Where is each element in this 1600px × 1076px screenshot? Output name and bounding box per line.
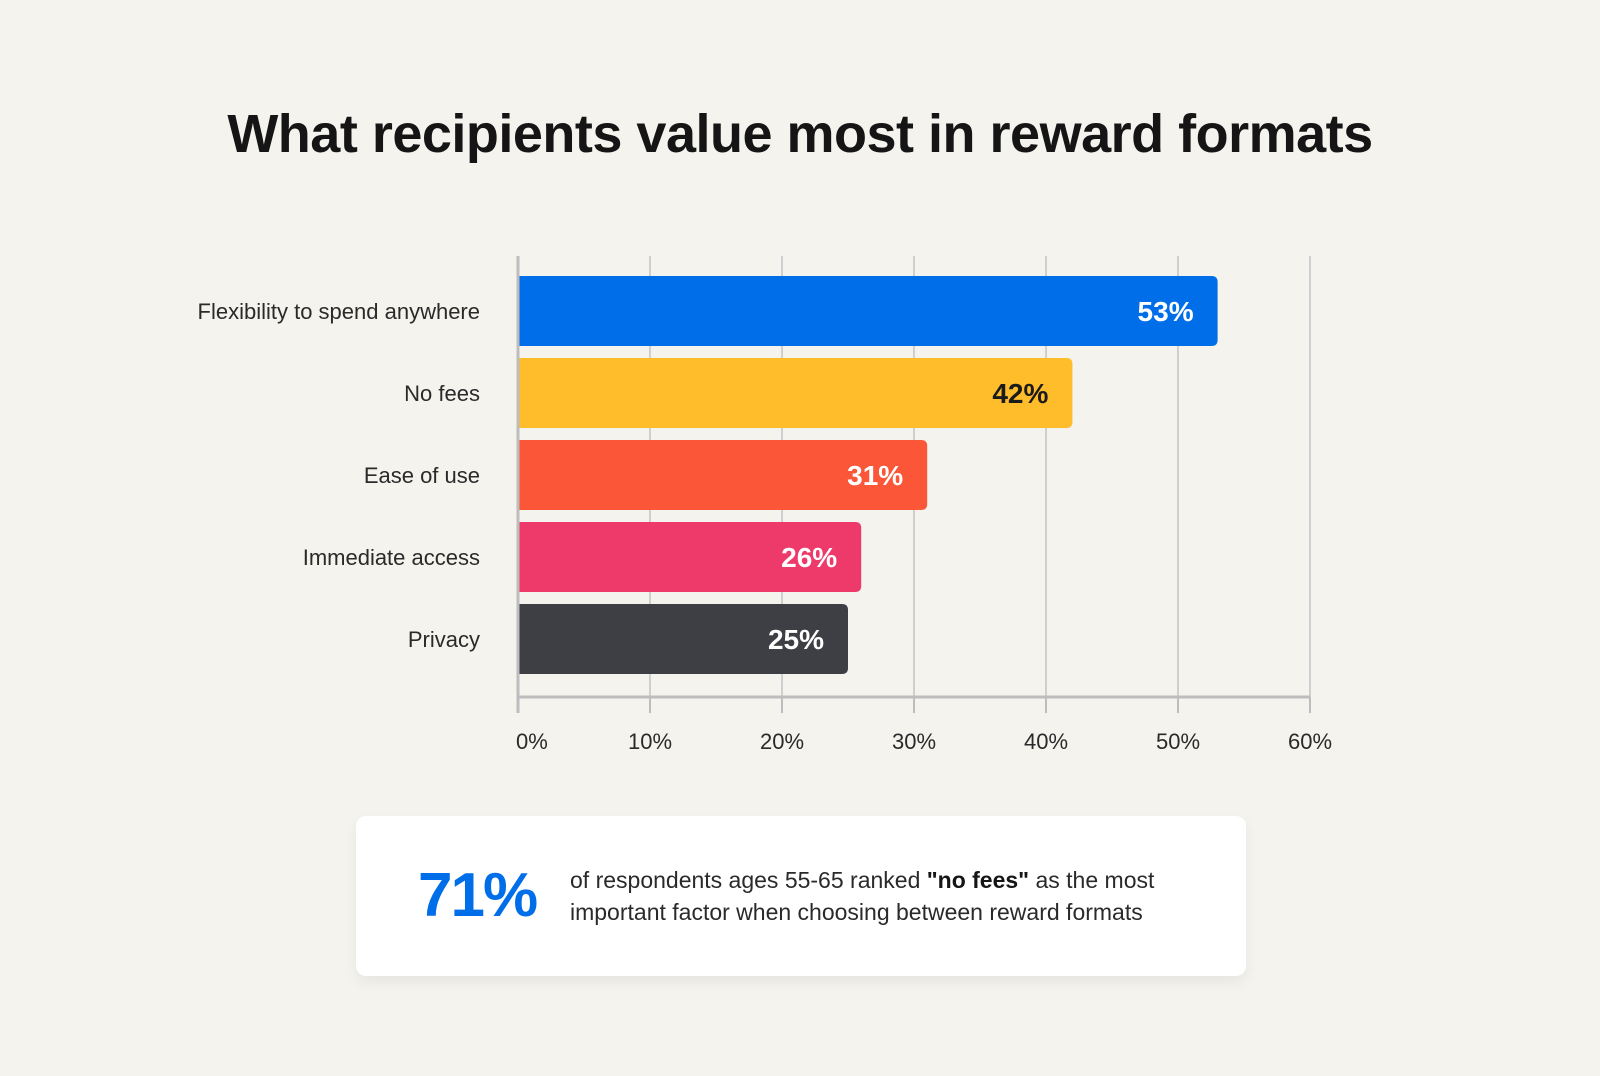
stat-callout-card: 71% of respondents ages 55-65 ranked "no… bbox=[356, 816, 1246, 976]
category-label: Immediate access bbox=[303, 545, 480, 570]
x-tick-label: 40% bbox=[1024, 729, 1068, 754]
x-tick-label: 10% bbox=[628, 729, 672, 754]
x-tick-label: 20% bbox=[760, 729, 804, 754]
category-label: No fees bbox=[404, 381, 480, 406]
bar-value-label: 42% bbox=[992, 378, 1048, 409]
x-tick-label: 60% bbox=[1288, 729, 1332, 754]
x-tick-label: 30% bbox=[892, 729, 936, 754]
bar-value-label: 53% bbox=[1138, 296, 1194, 327]
category-label: Privacy bbox=[408, 627, 480, 652]
bar-value-label: 26% bbox=[781, 542, 837, 573]
chart-title: What recipients value most in reward for… bbox=[227, 104, 1373, 164]
bar-value-label: 25% bbox=[768, 624, 824, 655]
bar bbox=[518, 522, 862, 592]
stat-text-bold: "no fees" bbox=[926, 867, 1030, 893]
x-tick-label: 50% bbox=[1156, 729, 1200, 754]
bar bbox=[518, 276, 1218, 346]
x-tick-label: 0% bbox=[516, 729, 548, 754]
category-label: Ease of use bbox=[364, 463, 480, 488]
bar bbox=[518, 440, 928, 510]
stat-text-before: of respondents ages 55-65 ranked bbox=[570, 867, 927, 893]
bar bbox=[518, 604, 848, 674]
category-label: Flexibility to spend anywhere bbox=[198, 299, 480, 324]
bar-value-label: 31% bbox=[847, 460, 903, 491]
bar bbox=[518, 358, 1073, 428]
stat-description: of respondents ages 55-65 ranked "no fee… bbox=[570, 864, 1210, 928]
stat-number: 71% bbox=[418, 861, 538, 930]
stat-text-after: as the most important factor when choosi… bbox=[570, 867, 1155, 925]
bar-chart: 53% Flexibility to spend anywhere 42% No fe… bbox=[198, 256, 1332, 754]
